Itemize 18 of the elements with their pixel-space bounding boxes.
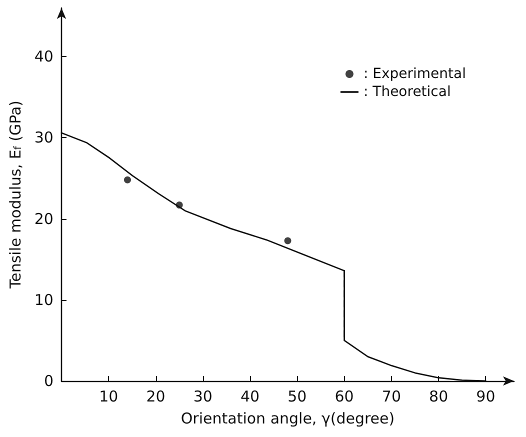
x-tick-label: 60: [334, 388, 354, 406]
y-tick-label: 20: [34, 210, 54, 228]
y-tick-label: 0: [44, 372, 54, 390]
legend-label: : Experimental: [363, 66, 466, 82]
x-tick-label: 40: [240, 388, 260, 406]
x-axis-title: Orientation angle, γ(degree): [180, 410, 395, 428]
x-tick-label: 80: [429, 388, 448, 406]
x-tick-label: 70: [382, 388, 401, 406]
x-tick-label: 50: [288, 388, 307, 406]
x-tick-label: 90: [476, 388, 496, 406]
y-tick-label: 40: [34, 48, 54, 66]
x-tick-label: 10: [99, 388, 118, 406]
x-tick-label: 20: [146, 388, 166, 406]
x-tick-label: 30: [193, 388, 212, 406]
y-tick-label: 30: [34, 128, 54, 147]
legend-label: : Theoretical: [363, 84, 451, 100]
y-tick-label: 10: [34, 290, 54, 309]
y-axis-title: Tensile modulus, Ef (GPa): [6, 100, 24, 290]
